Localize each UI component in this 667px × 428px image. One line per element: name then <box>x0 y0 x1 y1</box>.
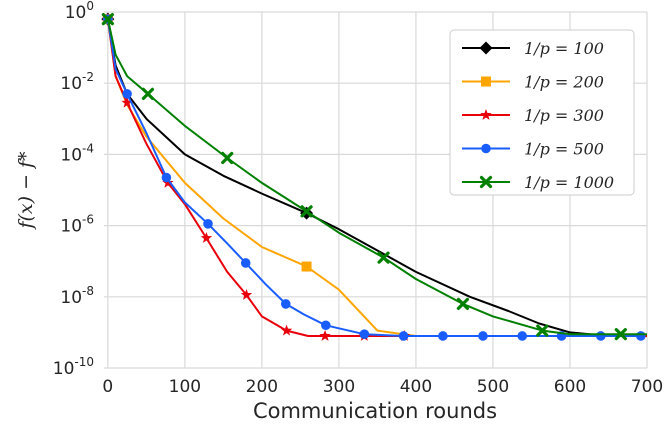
legend-entry: 1/p = 500 <box>462 140 604 159</box>
legend-entry: 1/p = 200 <box>462 73 604 92</box>
legend-entry: 1/p = 1000 <box>462 173 614 192</box>
legend-entry: 1/p = 100 <box>462 39 604 58</box>
data-point <box>321 320 331 331</box>
legend-swatch-marker <box>480 109 492 120</box>
data-point <box>280 324 293 336</box>
series-4 <box>101 13 647 341</box>
data-point <box>438 331 448 341</box>
data-point <box>300 205 313 218</box>
y-tick-exponent: -8 <box>82 284 94 298</box>
legend-label: 1/p = 200 <box>524 73 604 92</box>
data-point <box>203 219 213 229</box>
legend: 1/p = 100 1/p = 200 1/p = 300 1/p = 500 1/p … <box>449 29 635 196</box>
y-tick-exponent: -10 <box>74 355 94 369</box>
data-point <box>200 232 213 243</box>
data-point <box>319 329 331 341</box>
data-point <box>161 172 172 183</box>
data-point <box>162 176 174 188</box>
x-tick-label: 600 <box>554 377 586 397</box>
x-tick-label: 100 <box>169 377 201 397</box>
series-layer <box>101 12 647 341</box>
x-tick-label: 300 <box>323 377 355 397</box>
data-point <box>141 87 155 100</box>
y-axis-label: f(x) − f* <box>15 151 37 231</box>
series-line <box>106 18 647 337</box>
data-point <box>595 331 606 341</box>
legend-swatch-marker <box>479 41 493 55</box>
data-point <box>280 299 291 309</box>
y-tick-label: 10-4 <box>60 141 94 165</box>
data-point <box>478 331 488 341</box>
x-tick-label: 200 <box>246 377 278 397</box>
y-tick-base: 10 <box>60 217 82 237</box>
legend-swatch-marker <box>481 76 491 87</box>
x-tick-label: 400 <box>400 377 432 397</box>
data-point <box>301 261 312 272</box>
y-tick-label: 10-6 <box>60 213 94 237</box>
series-line <box>106 18 647 337</box>
y-tick-label: 10-8 <box>60 284 94 308</box>
data-point <box>121 96 133 108</box>
y-tick-label: 100 <box>65 0 94 23</box>
data-point <box>614 328 627 341</box>
data-point <box>122 89 132 99</box>
legend-label: 1/p = 1000 <box>524 173 614 192</box>
data-point <box>240 289 253 300</box>
x-tick-label: 500 <box>477 377 509 397</box>
data-point <box>398 331 409 341</box>
data-point <box>456 297 470 311</box>
y-tick-exponent: 0 <box>86 0 94 13</box>
legend-label: 1/p = 500 <box>524 140 604 159</box>
y-tick-base: 10 <box>53 359 75 379</box>
x-tick-label: 0 <box>102 377 113 397</box>
data-point <box>359 329 370 339</box>
legend-swatch-marker <box>479 175 493 189</box>
y-tick-label: 10-10 <box>53 355 94 379</box>
data-point <box>536 324 549 337</box>
legend-swatch-marker <box>481 143 491 154</box>
y-tick-base: 10 <box>60 74 82 94</box>
data-point <box>517 331 528 341</box>
y-tick-exponent: -6 <box>82 213 94 227</box>
legend-label: 1/p = 100 <box>524 39 604 58</box>
legend-box <box>449 29 635 196</box>
data-point <box>101 13 114 26</box>
data-point <box>377 251 390 264</box>
y-tick-base: 10 <box>65 3 87 23</box>
legend-entry: 1/p = 300 <box>462 106 604 125</box>
ticks: 0 100 200 300 400 500 600 70010010-210-410-610-… <box>53 0 663 397</box>
series-line <box>106 18 647 336</box>
y-tick-exponent: -2 <box>82 70 94 84</box>
y-tick-exponent: -4 <box>82 141 94 155</box>
y-tick-label: 10-2 <box>60 70 94 94</box>
data-point <box>636 331 646 341</box>
x-tick-label: 700 <box>631 377 663 397</box>
legend-label: 1/p = 300 <box>524 106 604 125</box>
x-axis-label: Communication rounds <box>253 399 497 423</box>
y-tick-base: 10 <box>60 145 82 165</box>
y-tick-base: 10 <box>60 288 82 308</box>
data-point <box>221 151 234 165</box>
data-point <box>240 258 251 268</box>
